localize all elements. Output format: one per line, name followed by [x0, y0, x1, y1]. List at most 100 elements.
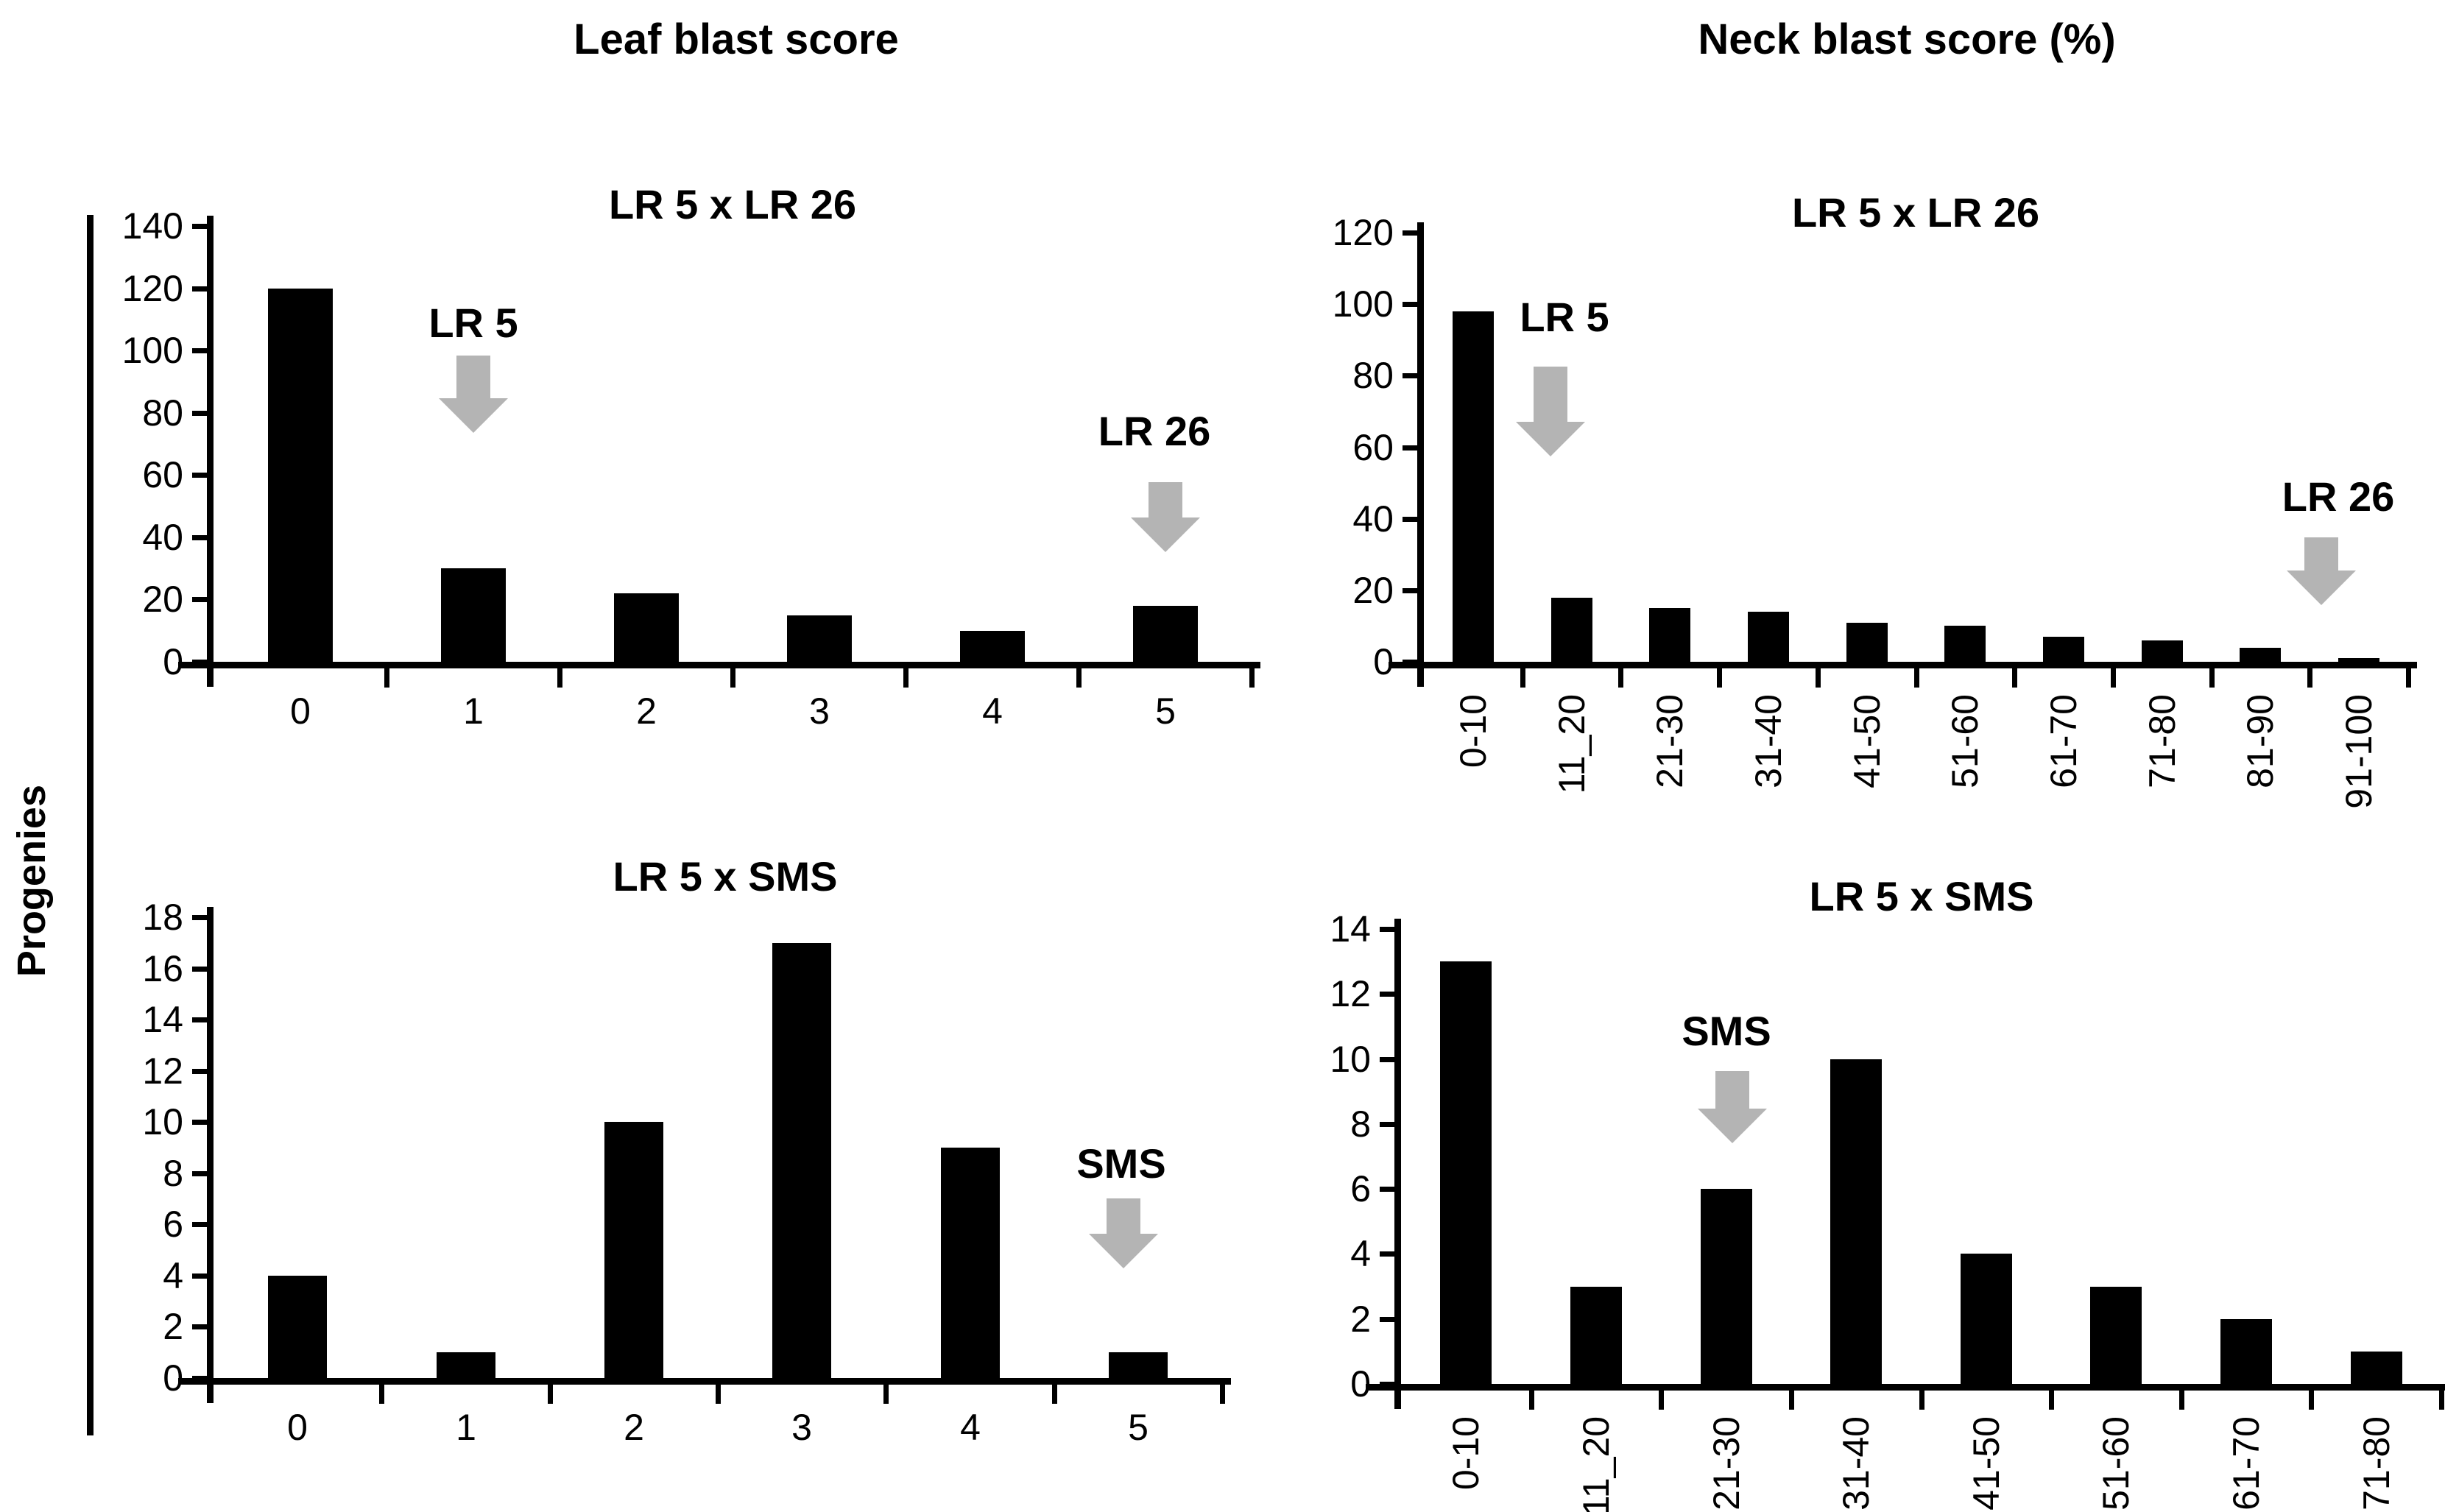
arrow-head	[1131, 517, 1200, 552]
y-tick	[192, 597, 207, 602]
y-tick	[1403, 660, 1417, 665]
bar	[787, 615, 852, 662]
x-category-label: 5	[1128, 1407, 1149, 1448]
x-tick	[1914, 668, 1919, 688]
y-tick	[192, 1120, 207, 1125]
x-tick	[1520, 668, 1525, 688]
y-tick-label: 80	[142, 392, 183, 434]
y-tick-label: 4	[163, 1255, 183, 1296]
x-tick	[2012, 668, 2017, 688]
x-category-label: 71-80	[2356, 1416, 2397, 1511]
arrow-head	[439, 398, 508, 433]
x-tick	[903, 668, 909, 688]
y-tick	[192, 224, 207, 229]
y-tick-label: 120	[121, 268, 183, 309]
arrow-head	[1089, 1234, 1158, 1268]
y-tick	[192, 286, 207, 292]
y-tick	[1380, 992, 1394, 997]
chart-title: LR 5 x LR 26	[608, 181, 857, 227]
x-tick	[557, 668, 562, 688]
bar	[1830, 1059, 1882, 1384]
x-tick	[2209, 668, 2215, 688]
chart-title: LR 5 x SMS	[1809, 873, 2034, 919]
x-axis-line	[1366, 1384, 2445, 1391]
bar	[437, 1352, 495, 1378]
y-axis-line	[1417, 222, 1424, 687]
chart-title: LR 5 x SMS	[613, 853, 838, 900]
y-tick-label: 2	[1350, 1299, 1371, 1340]
bar	[268, 289, 333, 662]
y-tick-label: 0	[163, 1357, 183, 1399]
down-arrow-icon	[2287, 537, 2356, 605]
x-tick	[716, 1385, 721, 1404]
x-tick	[1659, 1391, 1664, 1410]
y-tick-label: 16	[142, 948, 183, 989]
y-tick	[1403, 230, 1417, 236]
x-category-label: 41-50	[1966, 1416, 2007, 1511]
x-category-label: 3	[791, 1407, 812, 1448]
y-tick-label: 14	[1330, 908, 1371, 950]
x-tick	[2406, 668, 2411, 688]
arrow-shaft	[1107, 1198, 1140, 1234]
bar	[1748, 612, 1789, 662]
y-axis-line	[207, 216, 214, 687]
x-tick	[2111, 668, 2116, 688]
y-tick	[192, 1376, 207, 1381]
y-tick-label: 40	[142, 517, 183, 558]
annotation-label: LR 5	[1520, 294, 1609, 340]
x-category-label: 3	[809, 690, 830, 732]
y-tick	[192, 915, 207, 920]
bar	[1133, 606, 1198, 662]
y-tick-label: 12	[142, 1050, 183, 1092]
annotation-label: LR 26	[2282, 473, 2395, 520]
x-category-label: 2	[624, 1407, 644, 1448]
x-category-label: 5	[1155, 690, 1176, 732]
bar	[2043, 637, 2084, 662]
y-tick	[192, 535, 207, 540]
x-category-label: 61-70	[2043, 694, 2084, 788]
y-tick-label: 6	[1350, 1168, 1371, 1209]
bar	[1440, 961, 1492, 1384]
bar	[614, 593, 679, 662]
y-tick-label: 4	[1350, 1233, 1371, 1274]
y-tick	[1403, 588, 1417, 593]
y-tick	[192, 348, 207, 353]
x-axis-line	[178, 1378, 1231, 1385]
y-tick	[1403, 373, 1417, 378]
x-tick	[1789, 1391, 1794, 1410]
x-tick	[730, 668, 735, 688]
y-tick-label: 100	[121, 330, 183, 371]
x-category-label: 51-60	[1944, 694, 1986, 788]
y-tick	[192, 1324, 207, 1329]
x-tick	[1052, 1385, 1057, 1404]
y-tick	[1380, 1122, 1394, 1127]
bar	[2240, 648, 2281, 662]
down-arrow-icon	[1089, 1198, 1158, 1268]
arrow-shaft	[1534, 367, 1567, 422]
y-tick-label: 10	[1330, 1039, 1371, 1080]
y-tick-label: 20	[1352, 570, 1394, 611]
x-category-label: 61-70	[2226, 1416, 2267, 1511]
bar	[1649, 608, 1690, 662]
y-tick-label: 60	[142, 454, 183, 495]
bar	[2142, 640, 2183, 662]
x-category-label: 41-50	[1846, 694, 1888, 788]
bar	[1570, 1287, 1622, 1384]
x-category-label: 4	[960, 1407, 981, 1448]
x-category-label: 0	[287, 1407, 308, 1448]
y-axis-line	[1394, 919, 1401, 1409]
y-tick	[1380, 1382, 1394, 1387]
x-category-label: 91-100	[2338, 694, 2379, 809]
bar	[1846, 623, 1888, 662]
down-arrow-icon	[439, 356, 508, 433]
y-tick-label: 40	[1352, 498, 1394, 540]
x-axis-line	[178, 662, 1260, 668]
bar	[960, 631, 1025, 662]
arrow-head	[2287, 570, 2356, 605]
bar	[2220, 1319, 2272, 1384]
bar	[1109, 1352, 1168, 1378]
y-tick-label: 8	[1350, 1103, 1371, 1145]
y-tick-label: 80	[1352, 355, 1394, 396]
y-tick	[1380, 1057, 1394, 1062]
x-category-label: 31-40	[1748, 694, 1789, 788]
